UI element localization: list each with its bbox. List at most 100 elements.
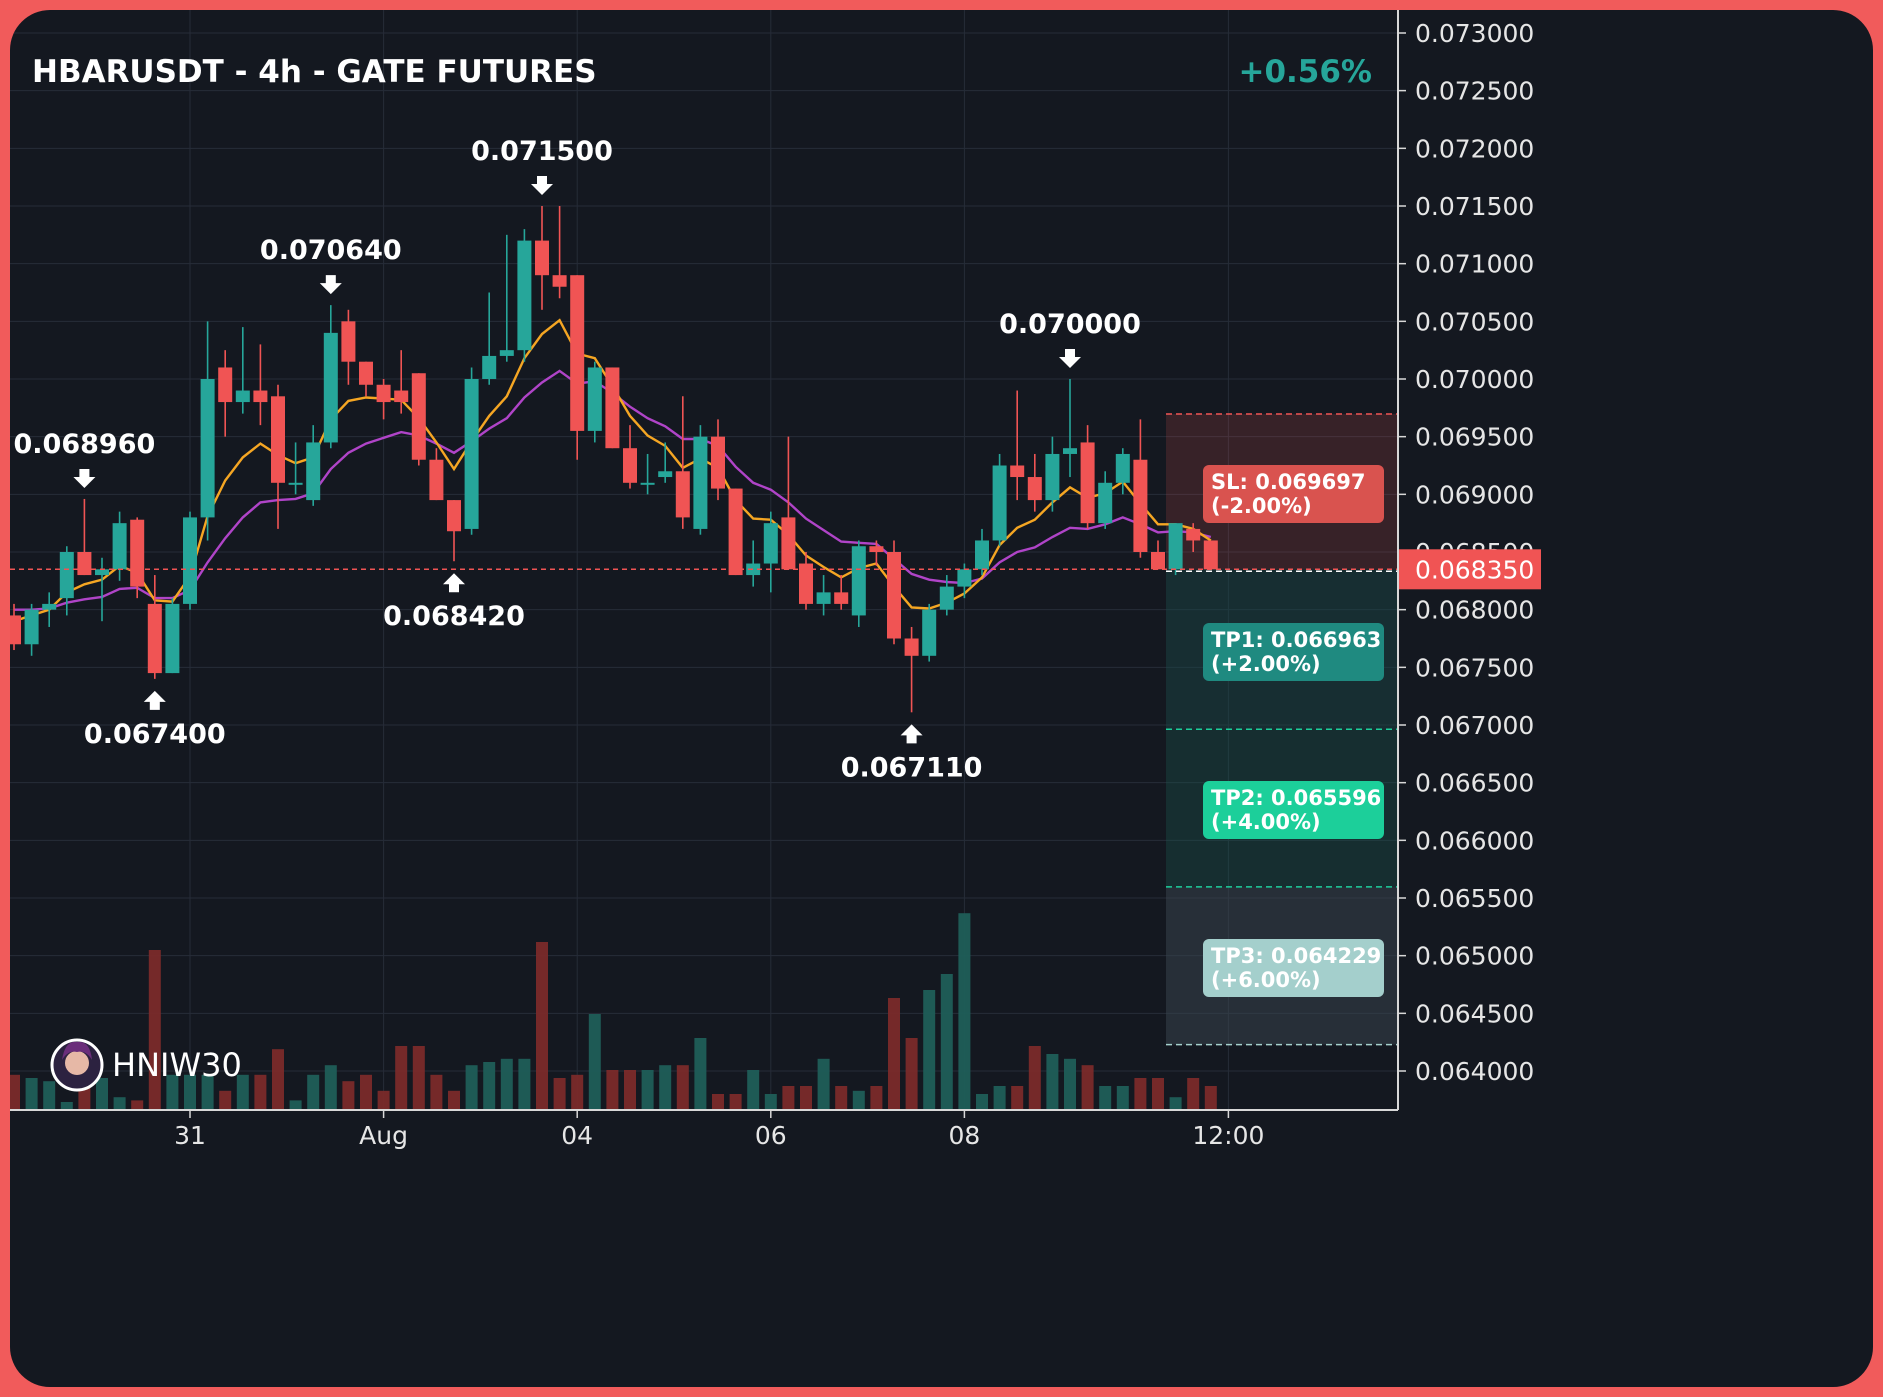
candle-body <box>834 592 849 604</box>
candle <box>1080 425 1095 529</box>
y-tick-label: 0.071000 <box>1415 250 1534 279</box>
candle <box>59 546 74 616</box>
candle <box>992 453 1007 547</box>
volume-bar <box>1064 1058 1076 1110</box>
volume-bar <box>1169 1097 1182 1110</box>
y-tick-label: 0.069000 <box>1415 480 1534 509</box>
volume-bar <box>412 1046 425 1110</box>
candle <box>834 575 849 610</box>
x-tick-label: 08 <box>948 1121 980 1150</box>
x-tick-label: 12:00 <box>1192 1121 1264 1150</box>
candle <box>1133 419 1148 558</box>
candle <box>253 344 268 426</box>
candle-body <box>235 390 250 403</box>
volume-bar <box>694 1038 707 1110</box>
volume-bar <box>465 1065 478 1110</box>
volume-bar <box>1028 1046 1041 1110</box>
candle-body <box>1098 482 1113 524</box>
candle-body <box>1186 528 1201 541</box>
candle <box>341 309 356 385</box>
volume-bar <box>588 1014 601 1110</box>
candle-body <box>623 448 637 483</box>
candle <box>1168 523 1183 576</box>
chart-frame: 0.068960 0.067400 0.070640 0.068420 0.071500… <box>10 10 1873 1387</box>
volume-bar <box>430 1074 443 1110</box>
candle-body <box>447 500 461 532</box>
y-tick-label: 0.069500 <box>1415 423 1534 452</box>
candle-body <box>711 436 725 489</box>
volume-bar <box>201 1074 214 1110</box>
candle <box>517 229 532 362</box>
volume-bar <box>448 1090 460 1110</box>
annotation-label: 0.068960 <box>14 429 156 460</box>
candle-body <box>975 540 989 570</box>
candle-body <box>130 519 145 587</box>
tp3-label-percent: (+6.00%) <box>1211 968 1321 992</box>
volume-bar <box>747 1070 760 1110</box>
volume-bar <box>1081 1065 1094 1110</box>
candle-body <box>288 482 303 485</box>
annotation-label: 0.070640 <box>260 235 402 266</box>
candle <box>1186 523 1201 552</box>
volume-bar <box>113 1097 126 1110</box>
volume-bar <box>254 1074 267 1110</box>
candle <box>288 442 303 495</box>
chart-title: HBARUSDT - 4h - GATE FUTURES <box>32 54 597 90</box>
volume-bar <box>131 1100 144 1110</box>
candle-body <box>1151 552 1165 570</box>
candle <box>1027 453 1042 512</box>
candle <box>1098 471 1113 529</box>
candle <box>816 575 831 616</box>
stop-loss-label: SL: 0.069697(-2.00%) <box>1203 465 1384 523</box>
candle <box>499 234 514 362</box>
y-tick-label: 0.071500 <box>1415 192 1534 221</box>
candle <box>464 367 479 535</box>
candle-body <box>869 546 884 552</box>
volume-bar <box>60 1102 73 1110</box>
candle-body <box>658 471 673 478</box>
volume-bar <box>1099 1086 1112 1110</box>
volume-bar <box>148 950 161 1110</box>
volume-bar <box>852 1090 865 1110</box>
candle <box>165 598 180 674</box>
candle-body <box>1115 453 1130 483</box>
candle-body <box>112 523 127 570</box>
trade-levels: SL: 0.069697(-2.00%) TP1: 0.066963(+2.00%… <box>10 413 1398 1046</box>
volume-bar <box>835 1086 848 1110</box>
candle <box>95 557 109 622</box>
candles <box>10 206 1218 713</box>
candle <box>1203 540 1218 570</box>
candle-body <box>939 586 954 610</box>
price-chart[interactable]: 0.068960 0.067400 0.070640 0.068420 0.071500… <box>10 10 1873 1387</box>
candle-body <box>1045 453 1060 501</box>
price-annotation: 0.068960 <box>14 429 156 488</box>
candle <box>306 425 321 506</box>
volume-bar <box>483 1062 496 1110</box>
y-tick-label: 0.067500 <box>1415 653 1534 682</box>
volume-bar <box>712 1094 724 1110</box>
volume-bar <box>166 1074 179 1110</box>
candle <box>869 540 884 566</box>
candle-body <box>781 517 796 570</box>
candle-body <box>499 350 514 356</box>
tp3-label: TP3: 0.064229(+6.00%) <box>1203 939 1384 997</box>
volume-bar <box>1116 1086 1129 1110</box>
annotation-label: 0.068420 <box>383 601 525 632</box>
candle <box>1010 390 1025 501</box>
price-annotation: 0.067110 <box>841 724 982 783</box>
change-percent: +0.56% <box>1238 54 1372 90</box>
candle <box>975 528 989 576</box>
x-tick-label: Aug <box>359 1121 408 1150</box>
tp1-label-background <box>1203 623 1384 681</box>
volume-bar <box>536 942 548 1110</box>
current-price-label: 0.068350 <box>1415 555 1534 584</box>
candle <box>42 592 57 627</box>
candle <box>235 327 250 414</box>
tp2-label-price: TP2: 0.065596 <box>1211 786 1381 810</box>
candle-body <box>640 482 655 485</box>
price-annotations: 0.068960 0.067400 0.070640 0.068420 0.071500… <box>14 136 1141 783</box>
candle <box>200 321 215 541</box>
candle <box>728 488 743 576</box>
candle-body <box>851 546 866 616</box>
candle-body <box>763 523 778 564</box>
